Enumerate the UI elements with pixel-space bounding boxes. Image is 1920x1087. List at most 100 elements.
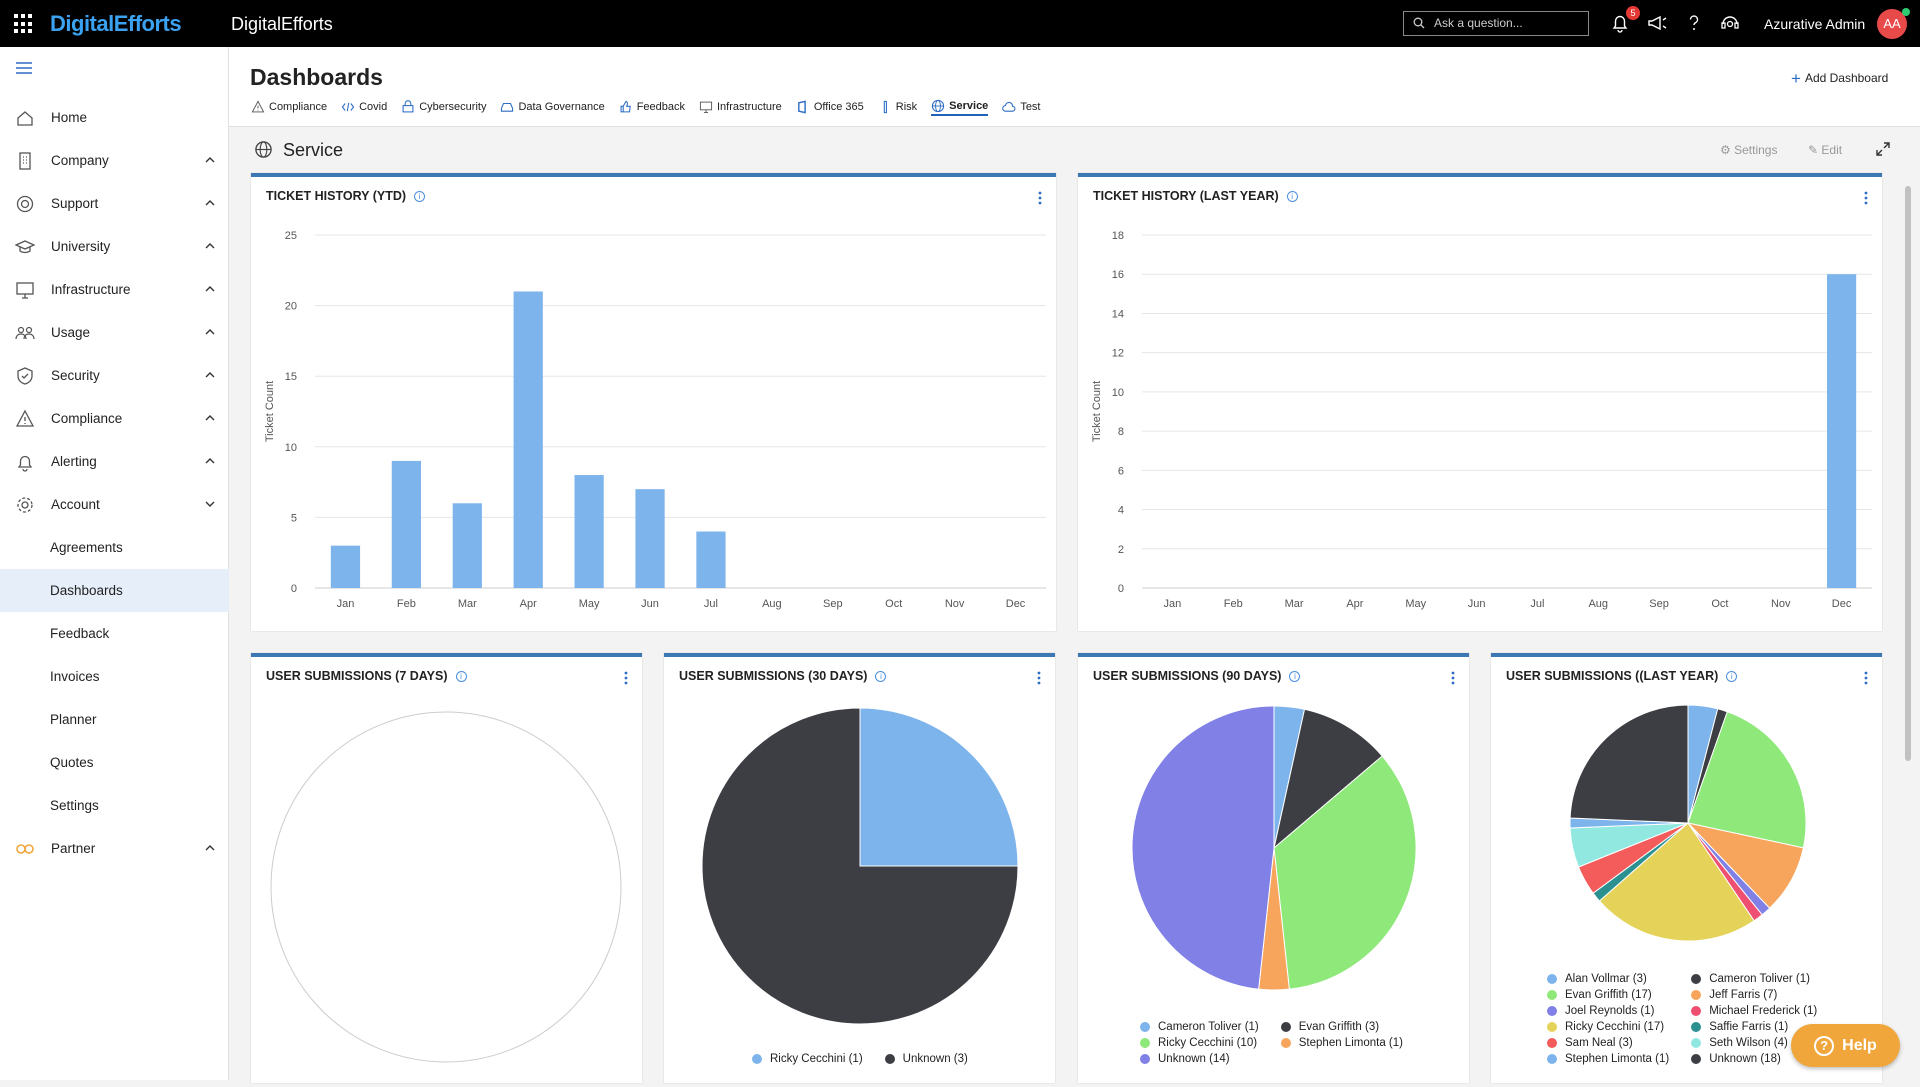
pie-slice[interactable] [1598, 822, 1755, 942]
bar-jun[interactable] [635, 489, 665, 588]
tab-compliance[interactable]: Compliance [251, 98, 327, 116]
sidebar-subitem-quotes[interactable]: Quotes [0, 741, 229, 784]
sidebar-subitem-planner[interactable]: Planner [0, 698, 229, 741]
more-options-icon[interactable] [1864, 191, 1868, 205]
tab-data-governance[interactable]: Data Governance [500, 98, 605, 116]
more-options-icon[interactable] [624, 671, 628, 685]
chevron-up-icon[interactable] [205, 328, 215, 336]
legend-item[interactable]: Ricky Cecchini (10) [1140, 1035, 1259, 1051]
sidebar-item-compliance[interactable]: Compliance [0, 397, 229, 440]
info-icon[interactable]: i [1726, 671, 1738, 682]
legend-item[interactable]: Seth Wilson (4) [1691, 1035, 1817, 1051]
tab-test[interactable]: Test [1002, 98, 1041, 116]
tab-risk[interactable]: Risk [878, 98, 917, 116]
tab-infrastructure[interactable]: Infrastructure [699, 98, 782, 116]
bar-apr[interactable] [513, 291, 543, 588]
help-button[interactable]: ? Help [1791, 1024, 1900, 1067]
edit-button[interactable]: ✎ Edit [1808, 143, 1842, 157]
bar-dec[interactable] [1826, 274, 1857, 588]
help-icon[interactable] [1682, 11, 1706, 35]
pie-slice[interactable] [701, 707, 1019, 1025]
tab-office-365[interactable]: Office 365 [796, 98, 864, 116]
hamburger-icon[interactable] [16, 62, 32, 74]
sidebar-subitem-agreements[interactable]: Agreements [0, 526, 229, 569]
sidebar-item-security[interactable]: Security [0, 354, 229, 397]
bar-jul[interactable] [696, 531, 726, 588]
legend-item[interactable]: Evan Griffith (17) [1547, 987, 1669, 1003]
pie-slice[interactable] [1273, 708, 1383, 850]
info-icon[interactable]: i [875, 671, 887, 682]
tab-covid[interactable]: Covid [341, 98, 387, 116]
chevron-up-icon[interactable] [205, 457, 215, 465]
legend-item[interactable]: Unknown (14) [1140, 1051, 1259, 1067]
sidebar-item-home[interactable]: Home [0, 96, 229, 139]
legend-item[interactable]: Evan Griffith (3) [1280, 1019, 1403, 1035]
tab-cybersecurity[interactable]: Cybersecurity [401, 98, 486, 116]
legend-item[interactable]: Alan Vollmar (3) [1547, 971, 1669, 987]
megaphone-icon[interactable] [1646, 11, 1670, 35]
pie-slice[interactable] [1687, 711, 1807, 849]
pie-slice[interactable] [859, 707, 1019, 867]
app-launcher-icon[interactable] [14, 14, 34, 34]
add-dashboard-button[interactable]: + Add Dashboard [1791, 69, 1888, 89]
sidebar-subitem-invoices[interactable]: Invoices [0, 655, 229, 698]
more-options-icon[interactable] [1451, 671, 1455, 685]
sidebar-subitem-feedback[interactable]: Feedback [0, 612, 229, 655]
sidebar-item-account[interactable]: Account [0, 483, 229, 526]
chevron-down-icon[interactable] [205, 500, 215, 508]
info-icon[interactable]: i [414, 191, 426, 202]
legend-item[interactable]: Sam Neal (3) [1547, 1035, 1669, 1051]
chevron-up-icon[interactable] [205, 414, 215, 422]
settings-button[interactable]: ⚙ Settings [1720, 143, 1777, 157]
logo[interactable]: DigitalEfforts [50, 11, 182, 36]
pie-slice[interactable] [1273, 755, 1417, 990]
support-agent-icon[interactable] [1718, 11, 1742, 35]
chevron-up-icon[interactable] [205, 371, 215, 379]
bell-icon[interactable] [1608, 11, 1632, 35]
legend-item[interactable]: Stephen Limonta (1) [1280, 1035, 1403, 1051]
more-options-icon[interactable] [1038, 191, 1042, 205]
chevron-up-icon[interactable] [205, 242, 215, 250]
legend-item[interactable]: Ricky Cecchini (17) [1547, 1019, 1669, 1035]
info-icon[interactable]: i [1286, 191, 1298, 202]
sidebar-item-company[interactable]: Company [0, 139, 229, 182]
bar-may[interactable] [574, 475, 604, 588]
legend-item[interactable]: Joel Reynolds (1) [1547, 1003, 1669, 1019]
tab-feedback[interactable]: Feedback [619, 98, 685, 116]
pie-slice[interactable] [1569, 704, 1689, 824]
chevron-up-icon[interactable] [205, 156, 215, 164]
chevron-up-icon[interactable] [205, 285, 215, 293]
sidebar-item-infrastructure[interactable]: Infrastructure [0, 268, 229, 311]
chevron-up-icon[interactable] [205, 844, 215, 852]
tab-service[interactable]: Service [931, 98, 989, 116]
sidebar-item-partner[interactable]: Partner [0, 827, 229, 870]
legend-item[interactable]: Cameron Toliver (1) [1140, 1019, 1259, 1035]
scrollbar[interactable] [1903, 174, 1913, 1080]
sidebar-subitem-dashboards[interactable]: Dashboards [0, 569, 229, 612]
legend-item[interactable]: Unknown (18) [1691, 1051, 1817, 1067]
search-input[interactable]: Ask a question... [1403, 11, 1589, 36]
legend-item[interactable]: Michael Frederick (1) [1691, 1003, 1817, 1019]
info-icon[interactable]: i [1289, 671, 1301, 682]
bar-jan[interactable] [330, 545, 361, 588]
sidebar-item-alerting[interactable]: Alerting [0, 440, 229, 483]
bar-feb[interactable] [391, 460, 421, 588]
legend-item[interactable]: Cameron Toliver (1) [1691, 971, 1817, 987]
scrollbar-thumb[interactable] [1905, 186, 1911, 761]
bar-mar[interactable] [452, 503, 482, 588]
more-options-icon[interactable] [1037, 671, 1041, 685]
legend-item[interactable]: Jeff Farris (7) [1691, 987, 1817, 1003]
legend-item[interactable]: Unknown (3) [884, 1051, 968, 1067]
legend-item[interactable]: Stephen Limonta (1) [1547, 1051, 1669, 1067]
sidebar-item-support[interactable]: Support [0, 182, 229, 225]
more-options-icon[interactable] [1864, 671, 1868, 685]
sidebar-item-university[interactable]: University [0, 225, 229, 268]
expand-icon[interactable] [1876, 142, 1890, 156]
chevron-up-icon[interactable] [205, 199, 215, 207]
sidebar-item-usage[interactable]: Usage [0, 311, 229, 354]
legend-item[interactable]: Ricky Cecchini (1) [752, 1051, 863, 1067]
sidebar-subitem-settings[interactable]: Settings [0, 784, 229, 827]
pie-slice[interactable] [1131, 705, 1275, 990]
info-icon[interactable]: i [455, 671, 467, 682]
legend-item[interactable]: Saffie Farris (1) [1691, 1019, 1817, 1035]
